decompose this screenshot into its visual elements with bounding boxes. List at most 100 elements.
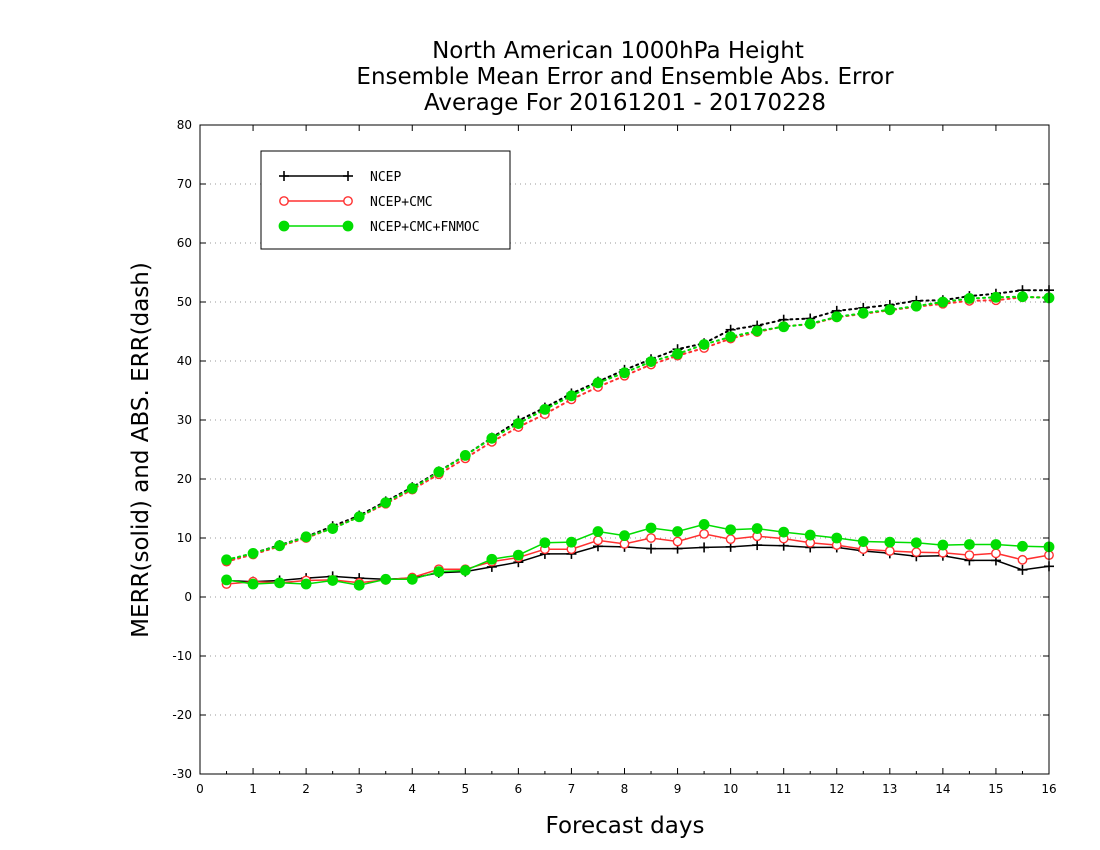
series-line [226,544,1050,583]
legend-entry-ncep: NCEP [279,170,401,185]
data-point [991,548,1001,559]
series-line [226,533,1050,585]
series-ncep-abs-err [221,285,1054,566]
y-tick-label: 60 [177,236,192,250]
series-ncep-cmc-abs-err [221,292,1054,567]
data-point [221,574,232,586]
data-point [353,511,365,523]
legend: NCEP NCEP+CMC NCEP+CMC+FNMOC [260,150,511,250]
y-tick-label: -20 [172,708,192,722]
y-tick-label: -30 [172,767,192,781]
data-point [512,418,524,429]
data-point [752,540,763,551]
data-point [406,483,418,494]
data-point [964,539,975,550]
x-axis-label: Forecast days [546,813,705,839]
data-point [274,577,285,589]
data-point [512,549,524,561]
data-point [964,550,975,561]
data-point [778,321,790,333]
series-layer [221,285,1055,591]
x-tick-label: 11 [776,782,791,796]
data-point [221,554,232,566]
y-tick-label: 30 [177,413,192,427]
data-point [857,307,869,319]
y-tick-label: 80 [177,118,192,132]
data-point [672,526,683,537]
data-point [645,522,657,534]
x-tick-label: 10 [723,782,738,796]
data-point [831,311,843,323]
data-point [1017,564,1028,575]
data-point [247,578,259,590]
x-tick-label: 12 [829,782,844,796]
legend-entry-ncep-cmc: NCEP+CMC [279,195,433,210]
data-point [804,318,816,330]
x-tick-label: 15 [988,782,1003,796]
series-line [226,523,1050,586]
data-point [646,543,657,554]
legend-marker [343,171,353,181]
series-line [225,296,1050,563]
data-point [592,526,604,537]
data-point [619,530,630,542]
data-point [778,526,790,538]
data-point [486,553,498,565]
data-point [751,523,763,534]
chart-title-line-3: Average For 20161201 - 20170228 [424,90,826,116]
y-tick-label: 40 [177,354,192,368]
data-point [300,578,312,590]
x-tick-label: 5 [461,782,469,796]
data-point [353,579,365,591]
data-point [725,331,737,343]
x-tick-label: 4 [408,782,416,796]
x-tick-label: 7 [568,782,576,796]
data-point [699,528,709,539]
data-point [619,367,630,379]
data-point [300,531,312,543]
data-point [857,536,869,547]
data-point [725,524,737,536]
x-tick-label: 3 [355,782,363,796]
data-point [646,533,656,543]
x-tick-label: 14 [935,782,950,796]
legend-label: NCEP [370,170,401,185]
series-ncep-cmc-merr [221,528,1054,589]
data-point [327,523,339,534]
legend-label: NCEP+CMC+FNMOC [370,220,480,235]
data-point [380,573,392,585]
data-point [1017,554,1028,565]
data-point [884,536,896,548]
data-point [699,542,710,553]
gridlines [200,183,1049,716]
x-tick-label: 13 [882,782,897,796]
data-point [274,540,285,552]
x-tick-label: 8 [621,782,629,796]
data-point [884,546,895,556]
data-point [433,566,445,578]
data-point [645,356,657,367]
y-tick-label: 50 [177,295,192,309]
data-point [725,534,736,545]
data-point [247,547,259,559]
data-point [911,547,922,558]
data-point [937,296,949,308]
x-tick-label: 6 [515,782,523,796]
data-point [990,539,1002,550]
data-point [539,403,551,415]
data-point [672,536,683,547]
series-line [225,295,1050,561]
legend-marker [279,171,289,181]
legend-marker [278,220,290,232]
legend-marker [342,220,354,232]
y-tick-label: -10 [172,649,192,663]
data-point [1017,291,1028,303]
data-point [566,536,577,548]
legend-label: NCEP+CMC [370,195,433,210]
data-point [486,432,498,444]
data-point [592,377,604,389]
data-point [1017,540,1028,552]
data-point [593,535,603,546]
chart-title-line-1: North American 1000hPa Height [432,38,804,64]
